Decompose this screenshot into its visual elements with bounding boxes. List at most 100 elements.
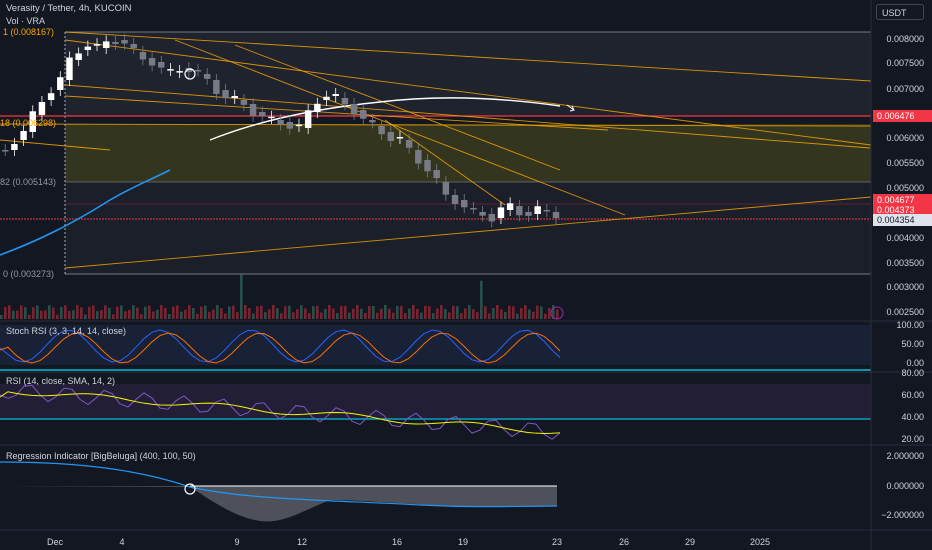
volume-bar <box>404 312 407 319</box>
moving-average-white <box>209 97 561 141</box>
regression-tick: 2.000000 <box>886 451 924 461</box>
volume-bar <box>176 305 179 319</box>
volume-bar <box>168 313 171 319</box>
volume-bar <box>516 313 519 319</box>
volume-bar <box>172 306 175 319</box>
volume-bar <box>416 308 419 319</box>
candle-body <box>75 53 82 60</box>
volume-bar <box>436 308 439 319</box>
volume-bar <box>380 308 383 319</box>
volume-bar <box>160 305 163 319</box>
trend-line <box>64 31 872 82</box>
volume-bar <box>508 305 511 319</box>
volume-bar <box>452 305 455 319</box>
candle-body <box>369 120 376 123</box>
fib-zone-golden <box>65 124 871 182</box>
volume-bar <box>24 307 27 319</box>
volume-bar <box>204 305 207 319</box>
volume-bar <box>44 310 47 319</box>
volume-bar <box>120 305 123 319</box>
regression-tick: −2.000000 <box>881 510 924 520</box>
time-tick: Dec <box>46 537 64 547</box>
volume-bar <box>548 307 551 319</box>
candle-body <box>203 74 211 79</box>
volume-bar <box>312 306 315 319</box>
volume-bar <box>32 307 35 319</box>
volume-bar <box>544 313 547 319</box>
stoch-tick: 50.00 <box>901 339 924 349</box>
volume-bar <box>200 306 203 319</box>
signal-icon <box>184 68 196 80</box>
candle-body <box>139 52 147 60</box>
volume-bar <box>456 306 459 319</box>
fib-label-618: 18 (0.006298) <box>0 118 57 128</box>
volume-bar <box>552 305 555 319</box>
volume-bar <box>88 306 91 319</box>
arrow-icon <box>566 104 575 112</box>
fib-zone-upper <box>65 32 871 116</box>
trend-line <box>234 44 561 171</box>
volume-bar <box>124 311 127 319</box>
volume-bar <box>540 306 543 319</box>
candle-body <box>396 137 404 139</box>
volume-bar <box>484 306 487 319</box>
volume-bar <box>84 314 87 319</box>
volume-bar <box>0 315 3 319</box>
volume-bar <box>8 305 11 319</box>
rsi-tick: 40.00 <box>901 412 924 422</box>
volume-bar <box>276 308 279 319</box>
volume-bar <box>364 312 367 319</box>
candle-body <box>341 98 349 105</box>
volume-bar <box>332 308 335 319</box>
candle-body <box>148 58 156 66</box>
volume-bar <box>244 305 247 319</box>
candle-body <box>47 93 55 100</box>
volume-bar <box>180 311 183 319</box>
volume-bar <box>288 305 291 319</box>
volume-bar <box>480 280 483 319</box>
volume-bar <box>556 309 559 319</box>
candle-body <box>222 90 229 99</box>
volume-bar <box>4 307 7 319</box>
price-tick: 0.005500 <box>886 158 924 168</box>
fib-label-382: 82 (0.005143) <box>0 177 57 187</box>
time-tick: 19 <box>457 537 469 547</box>
candle-body <box>350 104 358 114</box>
price-tag-level: 0.004373 <box>873 204 932 216</box>
volume-bar <box>48 305 51 319</box>
volume-bar <box>152 311 155 319</box>
volume-bar <box>260 305 263 319</box>
rsi-tick: 80.00 <box>901 368 924 378</box>
volume-bar <box>60 306 63 319</box>
candle-body <box>2 150 9 152</box>
rsi-tick: 20.00 <box>901 434 924 444</box>
volume-bar <box>144 306 147 319</box>
volume-bar <box>336 312 339 319</box>
candle-body <box>506 203 514 210</box>
candle-body <box>130 44 137 49</box>
price-tag-last: 0.004354 <box>873 214 932 226</box>
candle-body <box>38 101 46 115</box>
trend-line <box>384 119 506 206</box>
volume-bar <box>116 306 119 319</box>
currency-button[interactable]: USDT <box>876 4 924 20</box>
volume-bar <box>28 314 31 319</box>
volume-bar <box>524 305 527 319</box>
candle-body <box>57 77 64 90</box>
volume-bar <box>412 305 415 319</box>
rsi-band <box>0 384 871 420</box>
stoch-d-line <box>0 332 561 364</box>
volume-bar <box>472 309 475 319</box>
volume-bar <box>528 309 531 319</box>
time-tick: 23 <box>551 537 563 547</box>
volume-bar <box>16 310 19 319</box>
volume-bar <box>432 313 435 319</box>
volume-bar <box>460 313 463 319</box>
candle-body <box>552 212 560 218</box>
volume-bar <box>488 313 491 319</box>
trend-line <box>174 39 626 216</box>
candle-body <box>176 71 183 73</box>
regression-area <box>0 486 557 522</box>
candle-body <box>20 130 27 140</box>
